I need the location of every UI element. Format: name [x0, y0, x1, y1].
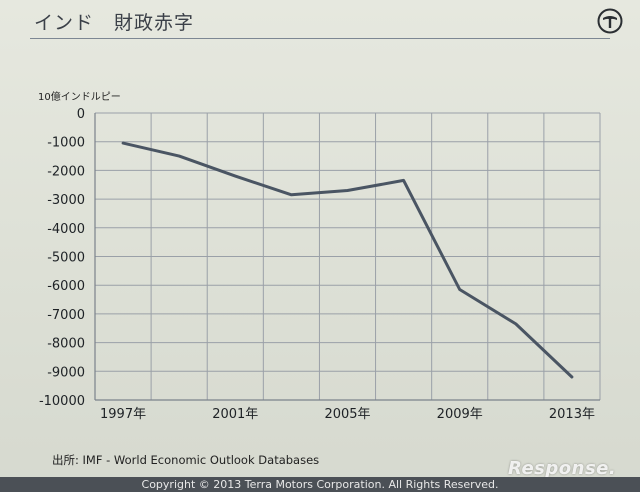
company-logo-icon [597, 8, 623, 34]
y-tick-label: -8000 [47, 337, 85, 352]
title-divider [30, 38, 610, 39]
y-tick-label: -6000 [47, 279, 85, 294]
y-tick-label: -2000 [47, 164, 85, 179]
y-tick-label: -3000 [47, 193, 85, 208]
x-tick-label: 1997年 [100, 407, 146, 422]
x-tick-label: 2009年 [437, 407, 483, 422]
y-tick-label: -7000 [47, 308, 85, 323]
y-tick-label: -9000 [47, 365, 85, 380]
y-tick-label: -1000 [47, 136, 85, 151]
y-tick-label: -5000 [47, 251, 85, 266]
copyright-text: Copyright © 2013 Terra Motors Corporatio… [141, 478, 499, 491]
x-tick-label: 2005年 [324, 407, 370, 422]
source-note: 出所: IMF - World Economic Outlook Databas… [52, 453, 320, 467]
x-tick-label: 2013年 [549, 407, 595, 422]
series-line [121, 141, 574, 379]
slide-header: インド 財政赤字 [0, 0, 640, 40]
x-tick-label: 2001年 [212, 407, 258, 422]
footer-bar [0, 477, 640, 492]
y-tick-label: -4000 [47, 222, 85, 237]
watermark-logo: Response. [508, 458, 617, 479]
y-axis-unit-label: 10億インドルピー [38, 92, 121, 103]
slide-title: インド 財政赤字 [34, 12, 195, 34]
y-tick-label: 0 [77, 107, 85, 122]
y-tick-label: -10000 [39, 394, 85, 409]
